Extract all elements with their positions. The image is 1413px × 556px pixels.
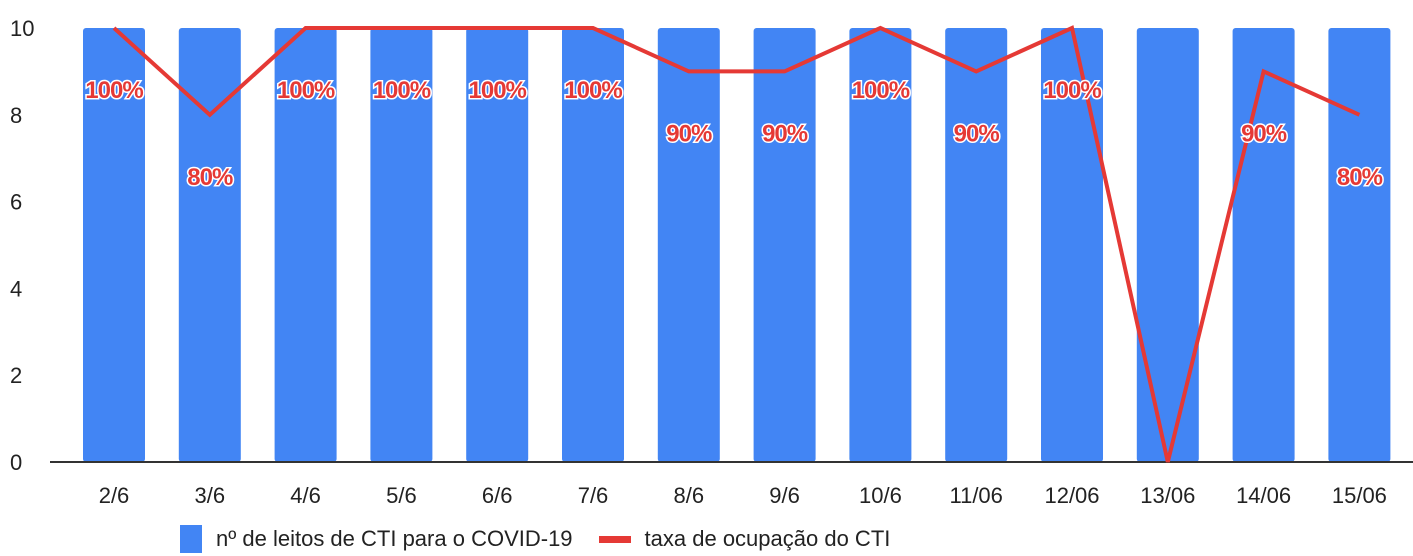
x-tick-label: 14/06 [1236,483,1291,508]
x-tick-label: 8/6 [674,483,705,508]
x-tick-label: 2/6 [99,483,130,508]
bars-layer [83,28,1391,462]
bar-15/06 [1328,28,1391,462]
bar-14/06 [1232,28,1295,462]
x-tick-label: 6/6 [482,483,513,508]
x-tick-label: 4/6 [290,483,321,508]
y-tick-label: 2 [10,363,22,388]
bar-4/6 [274,28,337,462]
bar-13/06 [1136,28,1199,462]
x-tick-label: 5/6 [386,483,417,508]
y-tick-label: 6 [10,190,22,215]
x-tick-label: 7/6 [578,483,609,508]
bar-3/6 [178,28,241,462]
legend-swatch-bar [180,525,202,553]
x-tick-label: 3/6 [195,483,226,508]
y-tick-label: 8 [10,103,22,128]
data-label: 100% [277,77,335,104]
data-label: 80% [1337,164,1383,191]
x-tick-label: 12/06 [1044,483,1099,508]
bar-11/06 [945,28,1008,462]
bar-5/6 [370,28,433,462]
data-label: 90% [1241,120,1287,147]
legend-item-occupancy: taxa de ocupação do CTI [598,526,891,552]
data-labels: 100% 80% 100% 100% 100% 100% 90% 90% 100% 90% 100%… [84,76,1385,193]
y-tick-label: 10 [10,16,34,41]
x-tick-label: 10/6 [859,483,902,508]
bar-7/6 [562,28,624,462]
bar-6/6 [466,28,529,462]
bar-10/6 [849,28,912,462]
data-label: 100% [373,77,431,104]
legend: nº de leitos de CTI para o COVID-19 taxa… [180,524,916,554]
bar-2/6 [83,28,145,462]
data-label: 100% [85,77,143,104]
bar-9/6 [753,28,816,462]
x-tick-label: 9/6 [769,483,800,508]
y-tick-labels: 0 2 4 6 8 10 [10,16,34,475]
data-label: 90% [954,120,1000,147]
data-label: 100% [852,77,910,104]
data-label: 90% [762,120,808,147]
x-tick-label: 11/06 [949,483,1002,508]
x-tick-label: 15/06 [1332,483,1387,508]
x-tick-labels: 2/6 3/6 4/6 5/6 6/6 7/6 8/6 9/6 10/6 11/06 12/06 13… [99,483,1387,508]
chart: 0 2 4 6 8 10 2/6 3/6 4/6 5/6 6/6 7/6 8/6 9/6 10/6 11/0… [10,16,1413,508]
legend-label-occupancy: taxa de ocupação do CTI [644,526,891,551]
data-label: 100% [564,77,622,104]
occupancy-line [112,25,1361,463]
legend-swatch-line [598,535,631,543]
bar-8/6 [657,28,720,462]
data-label: 90% [666,120,712,147]
legend-label-beds: nº de leitos de CTI para o COVID-19 [216,526,573,551]
y-tick-label: 4 [10,276,22,301]
bar-12/06 [1041,28,1103,462]
data-label: 100% [469,77,527,104]
x-tick-label: 13/06 [1140,483,1195,508]
data-label: 100% [1043,77,1101,104]
y-tick-label: 0 [10,450,22,475]
legend-item-beds: nº de leitos de CTI para o COVID-19 [180,525,573,553]
data-label: 80% [187,164,233,191]
